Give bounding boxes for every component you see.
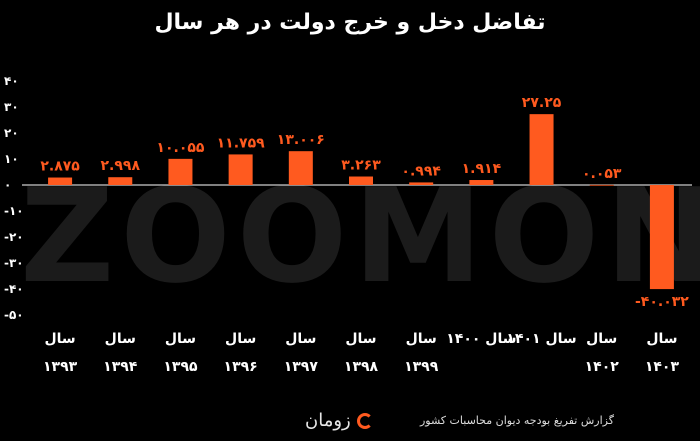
x-category-label: ۱۴۰۳ (645, 359, 680, 375)
y-tick-label: -۵۰ (4, 308, 24, 322)
y-tick-label: ۰ (4, 178, 11, 192)
data-label: ۱۳.۰۰۶ (277, 132, 325, 148)
bar (589, 184, 614, 186)
y-tick-label: ۱۰ (4, 152, 19, 166)
y-tick-label: ۳۰ (4, 100, 19, 114)
brand-logo: زومان (305, 410, 373, 431)
bar (288, 151, 313, 185)
data-label: -۴۰.۰۳۲ (635, 294, 689, 310)
y-tick-label: -۲۰ (4, 230, 24, 244)
data-label: ۲.۸۷۵ (40, 159, 80, 175)
bar (529, 114, 554, 185)
x-category-label: ۱۳۹۸ (344, 359, 379, 375)
y-tick-label: -۱۰ (4, 204, 24, 218)
x-category-label: سال ۱۴۰۰ (446, 331, 516, 347)
bar (168, 158, 193, 185)
chart-title: تفاضل دخل و خرج دولت در هر سال (154, 10, 546, 35)
data-label: ۱۰.۰۵۵ (156, 140, 204, 156)
x-category-label: ۱۴۰۲ (585, 359, 620, 375)
x-category-label: سال ۱۴۰۱ (506, 331, 576, 347)
zoomon-logo-icon (356, 412, 373, 429)
y-tick-label: ۲۰ (4, 126, 19, 140)
x-category-label: سال (105, 331, 136, 347)
bar (469, 180, 494, 185)
x-category-label: ۱۳۹۴ (103, 359, 138, 375)
data-label: ۱.۹۱۴ (462, 161, 502, 177)
bar (349, 176, 373, 185)
data-label: ۱۱.۷۵۹ (217, 135, 265, 151)
bar (649, 185, 674, 290)
x-category-label: سال (406, 331, 437, 347)
data-label: ۳.۲۶۳ (341, 158, 381, 174)
x-category-label: سال (285, 331, 316, 347)
x-category-label: سال (225, 331, 256, 347)
x-category-label: ۱۳۹۵ (163, 359, 198, 375)
y-tick-label: -۳۰ (4, 256, 24, 270)
x-category-label: ۱۳۹۷ (284, 359, 319, 375)
data-label: ۲۷.۲۵ (522, 95, 562, 111)
data-label: ۰.۰۵۳ (582, 166, 622, 182)
bar (409, 182, 434, 185)
x-category-label: سال (45, 331, 76, 347)
x-category-label: ۱۳۹۳ (43, 359, 78, 375)
bar (108, 177, 133, 185)
x-category-label: سال (586, 331, 617, 347)
data-label: ۰.۹۹۴ (401, 163, 441, 179)
data-label: ۲.۹۹۸ (101, 158, 141, 174)
y-tick-label: ۴۰ (4, 74, 19, 88)
x-category-label: سال (646, 331, 677, 347)
bar (228, 154, 253, 185)
x-category-label: سال (165, 331, 196, 347)
source-note: گزارش تفریغ بودجه دیوان محاسبات کشور (420, 414, 614, 427)
x-category-label: ۱۳۹۹ (404, 359, 439, 375)
y-tick-label: -۴۰ (4, 282, 24, 296)
x-category-label: ۱۳۹۶ (224, 359, 258, 375)
x-category-label: سال (345, 331, 376, 347)
bar (48, 177, 73, 185)
brand-name: زومان (305, 410, 351, 431)
